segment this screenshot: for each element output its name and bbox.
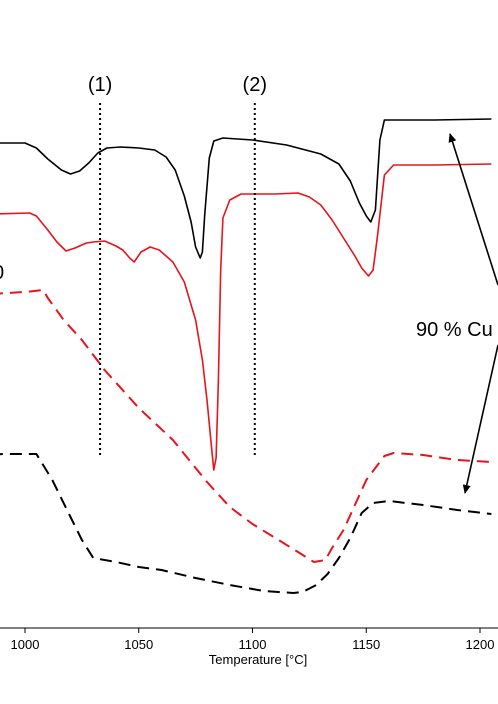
marker-label-2: (2) xyxy=(243,74,267,96)
arrow-to-black-solid xyxy=(448,133,498,286)
curve-red-solid xyxy=(0,163,492,471)
x-tick-label-1000: 1000 xyxy=(11,637,40,652)
arrow-to-black-dashed xyxy=(462,344,498,494)
x-tick-label-1050: 1050 xyxy=(124,637,153,652)
annotation-90cu: 90 % Cu xyxy=(416,319,493,341)
curve-red-dashed xyxy=(0,289,492,563)
x-axis-title: Temperature [°C] xyxy=(209,652,307,667)
x-axis: 1000 1050 1100 1150 1200 Temperature [°C] xyxy=(0,627,498,667)
curve-black-solid xyxy=(0,118,492,259)
annotations: 90 % Cu 0 xyxy=(0,133,498,494)
annotation-zero: 0 xyxy=(0,262,4,284)
curve-black-dashed xyxy=(0,453,492,594)
x-tick-label-1200: 1200 xyxy=(466,637,495,652)
chart-curves xyxy=(0,118,492,594)
marker-label-1: (1) xyxy=(88,74,112,96)
x-tick-label-1100: 1100 xyxy=(239,637,267,652)
vertical-markers: (1) (2) xyxy=(88,74,267,455)
x-ticks: 1000 1050 1100 1150 1200 xyxy=(11,628,495,652)
x-tick-label-1150: 1150 xyxy=(352,637,380,652)
